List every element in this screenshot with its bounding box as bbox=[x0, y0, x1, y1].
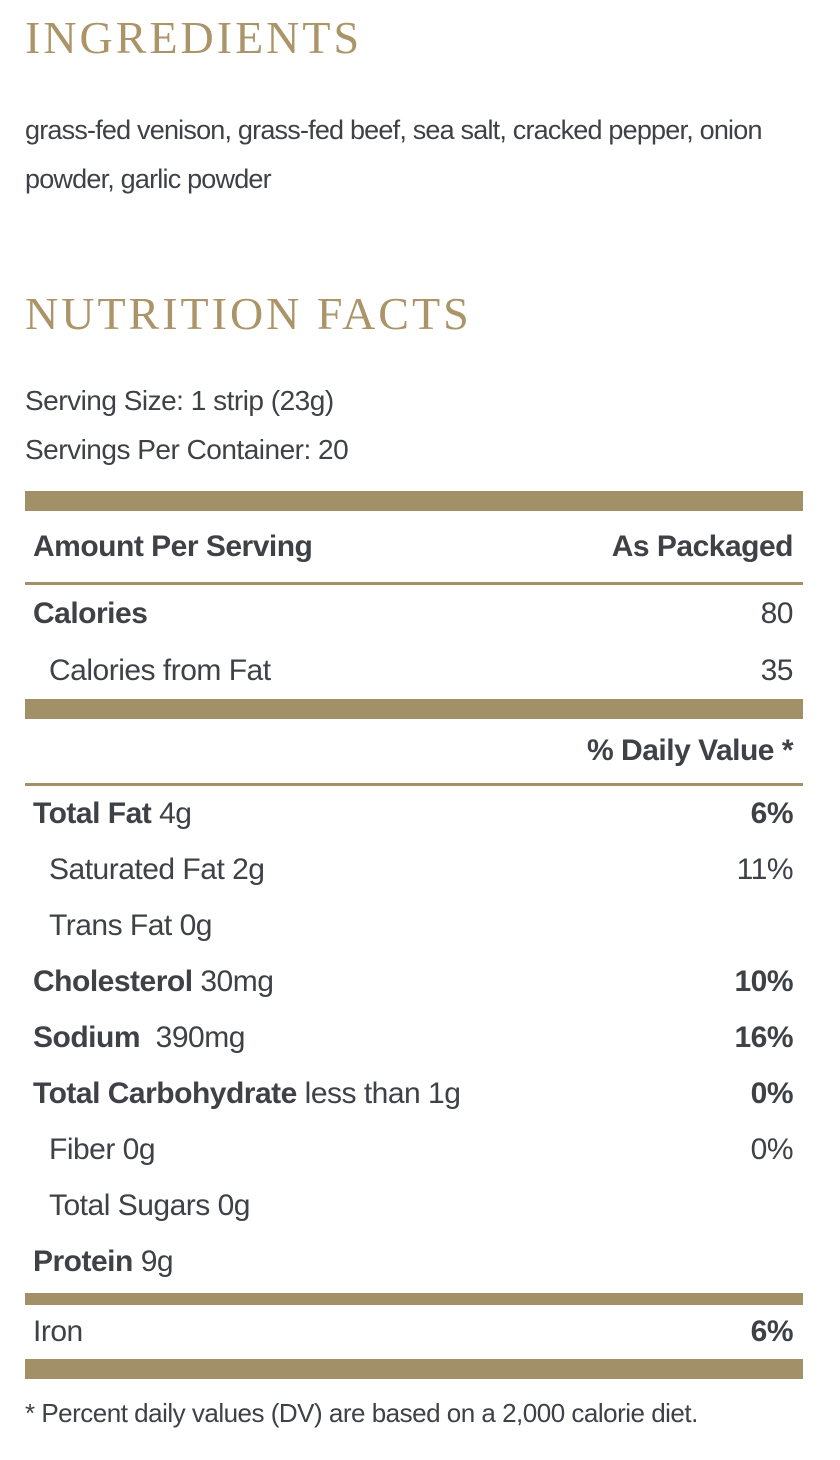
total-fat-value: 6% bbox=[750, 797, 794, 830]
nutrition-facts-heading: NUTRITION FACTS bbox=[25, 288, 472, 339]
protein-label-bold: Protein bbox=[33, 1245, 133, 1278]
fiber-label-rest: Fiber 0g bbox=[49, 1133, 156, 1166]
fiber-label: Fiber 0g bbox=[49, 1133, 156, 1167]
daily-value-footnote: * Percent daily values (DV) are based on… bbox=[25, 1398, 698, 1428]
cholesterol-row: Cholesterol 30mg 10% bbox=[25, 954, 803, 1010]
calories-from-fat-label: Calories from Fat bbox=[49, 654, 271, 688]
cholesterol-label-rest: 30mg bbox=[192, 965, 274, 998]
trans-fat-row: Trans Fat 0g bbox=[25, 898, 803, 954]
calories-from-fat-label-rest: Calories from Fat bbox=[49, 653, 271, 687]
iron-row: Iron 6% bbox=[25, 1305, 803, 1359]
total-fat-label-bold: Total Fat bbox=[33, 797, 152, 830]
total-carbohydrate-value: 0% bbox=[750, 1077, 794, 1110]
cholesterol-label: Cholesterol 30mg bbox=[33, 965, 274, 999]
trans-fat-label-rest: Trans Fat 0g bbox=[49, 909, 212, 942]
sodium-row: Sodium 390mg 16% bbox=[25, 1010, 803, 1066]
sodium-value: 16% bbox=[734, 1021, 793, 1054]
calories-from-fat-row: Calories from Fat 35 bbox=[25, 642, 803, 699]
calories-value: 80 bbox=[760, 596, 794, 630]
saturated-fat-label-rest: Saturated Fat 2g bbox=[49, 853, 265, 886]
saturated-fat-row: Saturated Fat 2g 11% bbox=[25, 842, 803, 898]
calories-from-fat-value: 35 bbox=[760, 653, 794, 687]
separator-bar-top bbox=[25, 491, 803, 511]
ingredients-text: grass-fed venison, grass-fed beef, sea s… bbox=[25, 115, 762, 194]
column-header-amount: Amount Per Serving bbox=[33, 529, 313, 563]
total-sugars-label: Total Sugars 0g bbox=[49, 1189, 250, 1223]
protein-label: Protein 9g bbox=[33, 1245, 174, 1279]
total-sugars-row: Total Sugars 0g bbox=[25, 1178, 803, 1234]
cholesterol-value: 10% bbox=[734, 965, 793, 998]
serving-info: Serving Size: 1 strip (23g) Servings Per… bbox=[25, 376, 803, 474]
total-fat-label-rest: 4g bbox=[151, 797, 192, 830]
iron-value: 6% bbox=[750, 1315, 794, 1348]
total-sugars-label-rest: Total Sugars 0g bbox=[49, 1189, 250, 1222]
header-divider-line bbox=[25, 582, 803, 585]
total-fat-label: Total Fat 4g bbox=[33, 797, 192, 831]
total-carbohydrate-label: Total Carbohydrate less than 1g bbox=[33, 1077, 461, 1111]
protein-row: Protein 9g bbox=[25, 1234, 803, 1290]
serving-size-text: Serving Size: 1 strip (23g) bbox=[25, 385, 334, 416]
calories-label: Calories bbox=[33, 596, 148, 631]
iron-label: Iron bbox=[33, 1315, 83, 1348]
total-carbohydrate-label-rest: less than 1g bbox=[296, 1077, 461, 1110]
total-carbohydrate-row: Total Carbohydrate less than 1g 0% bbox=[25, 1066, 803, 1122]
separator-bar-middle bbox=[25, 699, 803, 719]
saturated-fat-label: Saturated Fat 2g bbox=[49, 853, 265, 887]
sodium-label: Sodium 390mg bbox=[33, 1021, 245, 1055]
separator-bar-minerals bbox=[25, 1293, 803, 1305]
servings-per-container-text: Servings Per Container: 20 bbox=[25, 434, 349, 465]
sodium-label-rest: 390mg bbox=[140, 1021, 246, 1054]
fiber-row: Fiber 0g 0% bbox=[25, 1122, 803, 1178]
calories-row: Calories 80 bbox=[25, 585, 803, 642]
daily-value-divider-line bbox=[25, 783, 803, 786]
ingredients-heading: INGREDIENTS bbox=[25, 12, 363, 63]
total-carbohydrate-label-bold: Total Carbohydrate bbox=[33, 1077, 297, 1110]
protein-label-rest: 9g bbox=[132, 1245, 174, 1278]
trans-fat-label: Trans Fat 0g bbox=[49, 909, 212, 943]
daily-value-header-row: % Daily Value * bbox=[25, 719, 803, 783]
calories-label-bold: Calories bbox=[33, 596, 148, 630]
total-fat-row: Total Fat 4g 6% bbox=[25, 786, 803, 842]
table-header-row: Amount Per Serving As Packaged bbox=[25, 511, 803, 582]
separator-bar-bottom bbox=[25, 1359, 803, 1379]
column-header-packaged: As Packaged bbox=[611, 529, 794, 563]
sodium-label-bold: Sodium bbox=[33, 1021, 141, 1054]
saturated-fat-value: 11% bbox=[736, 853, 794, 886]
daily-value-header: % Daily Value * bbox=[587, 734, 793, 767]
fiber-value: 0% bbox=[750, 1133, 794, 1166]
cholesterol-label-bold: Cholesterol bbox=[33, 965, 193, 998]
